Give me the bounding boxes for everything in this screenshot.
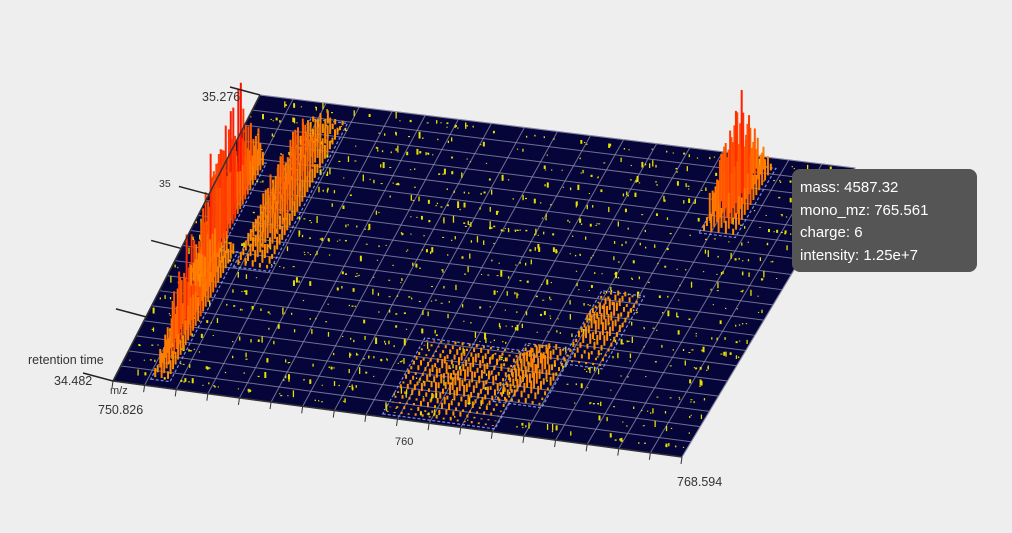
mz-axis-title: m/z — [110, 385, 128, 397]
mz-tick — [269, 402, 272, 410]
mz-tick — [111, 380, 114, 389]
feature-box-1 — [149, 248, 239, 383]
grid-line-rt — [198, 214, 783, 291]
mz-tick — [364, 414, 367, 422]
mz-max-tick-label: 768.594 — [677, 475, 722, 489]
feature-peaks[interactable] — [154, 82, 772, 427]
grid-line-mz — [333, 123, 492, 411]
hover-tooltip: mass: 4587.32 mono_mz: 765.561 charge: 6… — [792, 169, 977, 272]
grid-line-mz — [302, 119, 459, 407]
mz-tick — [427, 423, 430, 431]
grid-line-mz — [207, 106, 360, 394]
rt-tick — [82, 372, 114, 382]
mz-tick — [206, 393, 209, 401]
tooltip-mono-mz: mono_mz: 765.561 — [800, 201, 929, 219]
rt-tick — [150, 239, 182, 250]
mz-tick — [554, 440, 557, 448]
mz-tick — [174, 389, 177, 397]
grid-line-mz — [397, 131, 558, 420]
rt-tick — [115, 308, 147, 318]
grid-line-mz — [365, 127, 525, 416]
mz-tick — [143, 385, 146, 393]
grid-line-rt — [182, 245, 765, 321]
grid-line-rt — [174, 260, 755, 336]
tooltip-charge: charge: 6 — [800, 224, 863, 241]
grid-line-rt — [151, 305, 728, 382]
rt-min-tick-label: 34.482 — [54, 374, 92, 388]
tooltip-intensity: intensity: 1.25e+7 — [800, 246, 919, 264]
grid-line-rt — [190, 229, 774, 306]
grid-line-mz — [460, 139, 625, 428]
grid-line-rt — [143, 320, 719, 397]
rt-max-tick-label: 35.276 — [202, 90, 240, 104]
grid-line-rt — [213, 184, 801, 260]
mz-tick — [490, 431, 493, 439]
mz-tick — [396, 418, 398, 427]
rt-mid-tick-label: 35 — [159, 178, 171, 190]
grid-line-rt — [159, 290, 737, 367]
mz-tick — [585, 444, 588, 452]
mz-tick — [459, 427, 462, 435]
mz-tick — [332, 410, 335, 418]
mz-tick — [301, 406, 304, 414]
grid-line-rt — [167, 275, 746, 352]
mz-tick — [680, 456, 683, 465]
mz-min-tick-label: 750.826 — [98, 403, 143, 417]
grid-line-mz — [270, 115, 426, 403]
tooltip-mass: mass: 4587.32 — [800, 179, 899, 196]
rt-tick — [229, 86, 261, 96]
rt-axis-title: retention time — [28, 353, 104, 367]
mz-tick — [237, 397, 240, 405]
feature-box-4 — [381, 337, 540, 430]
axes — [82, 86, 683, 465]
grid-line-mz — [618, 159, 790, 449]
grid-line-rt — [205, 199, 792, 275]
mz-tick — [617, 448, 620, 456]
rt-tick — [178, 185, 210, 196]
mz-tick — [648, 452, 651, 460]
feature-box-5 — [492, 342, 576, 409]
rt-axis-line — [112, 94, 261, 382]
mz-tick — [522, 435, 525, 443]
mz-mid-tick-label: 760 — [395, 436, 413, 448]
